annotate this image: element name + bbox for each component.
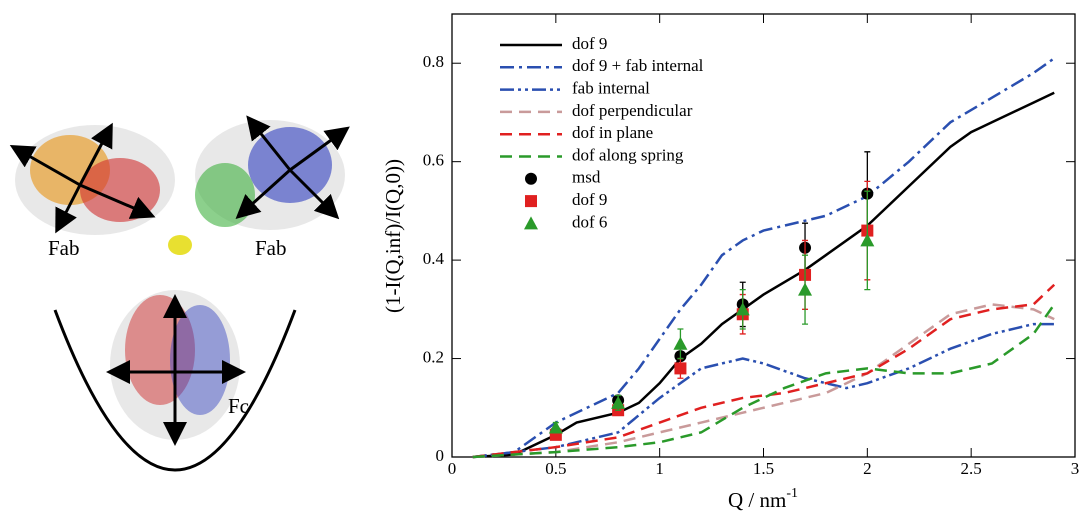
series-line — [472, 303, 1056, 459]
data-point — [611, 395, 626, 409]
arrows — [9, 115, 350, 446]
y-tick-label: 0.2 — [423, 347, 444, 366]
x-axis-label-sup: -1 — [786, 486, 798, 501]
legend-swatch — [525, 172, 537, 185]
x-axis-label-text: Q / nm — [728, 488, 786, 512]
antibody-illustration: Fab Fab Fc — [9, 115, 350, 472]
potential-well — [53, 309, 297, 472]
domain — [195, 163, 255, 227]
legend-label: dof 9 — [572, 34, 607, 53]
chart: (1-I(Q,inf)/I(Q,0)) Q / nm-1 0 0.5 1 1.5 2 2.… — [381, 13, 1080, 512]
fab-label: Fab — [48, 236, 80, 260]
plot-frame — [451, 13, 1076, 458]
x-tick-label: 0 — [448, 459, 457, 478]
y-tick-label: 0.4 — [423, 249, 445, 268]
fc-label: Fc — [228, 394, 249, 418]
data-point — [735, 302, 750, 316]
domain — [125, 295, 195, 405]
y-tick-label: 0 — [436, 446, 445, 465]
legend-label: msd — [572, 168, 601, 187]
x-tick-label: 0.5 — [545, 459, 566, 478]
legend-label: dof along spring — [572, 145, 684, 164]
data-point — [674, 362, 687, 375]
legend-swatch — [524, 216, 538, 230]
series-line — [472, 303, 1055, 459]
series-line — [472, 322, 1055, 459]
legend-label: fab internal — [572, 79, 650, 98]
y-tick-label: 0.8 — [423, 52, 444, 71]
hinge — [168, 235, 192, 255]
domain — [248, 127, 332, 203]
legend-label: dof perpendicular — [572, 101, 693, 120]
domain — [170, 305, 230, 415]
x-axis-label: Q / nm-1 — [728, 486, 798, 512]
data-point — [673, 336, 688, 350]
data-point — [548, 420, 563, 434]
data-point — [798, 282, 813, 296]
x-tick-label: 1.5 — [753, 459, 774, 478]
series-line — [472, 283, 1056, 459]
legend-label: dof 6 — [572, 212, 607, 231]
legend-label: dof 9 — [572, 190, 607, 209]
legend-label: dof in plane — [572, 123, 653, 142]
x-tick-label: 1 — [655, 459, 664, 478]
x-tick-label: 3 — [1071, 459, 1080, 478]
series-line — [472, 91, 1055, 459]
legend-label: dof 9 + fab internal — [572, 56, 704, 75]
x-tick-label: 2.5 — [961, 459, 982, 478]
legend-swatch — [525, 195, 537, 208]
fab-label: Fab — [255, 236, 287, 260]
x-tick-label: 2 — [863, 459, 872, 478]
y-tick-label: 0.6 — [423, 151, 444, 170]
series-line — [472, 57, 1055, 459]
y-axis-label: (1-I(Q,inf)/I(Q,0)) — [381, 159, 405, 313]
data-point — [860, 233, 875, 247]
